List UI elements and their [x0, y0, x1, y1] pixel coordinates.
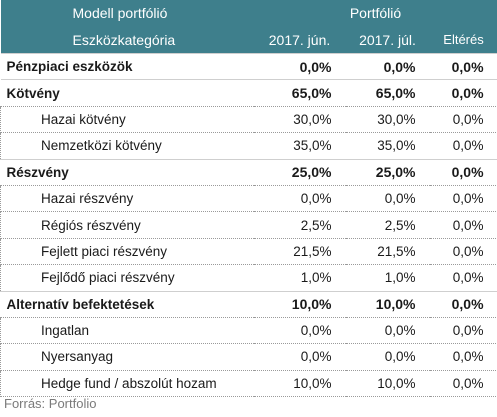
- table-row: Hedge fund / abszolút hozam 10,0% 10,0% …: [0, 370, 497, 398]
- row-diff-value: 0,0%: [429, 370, 497, 398]
- row-june-value: 10,0%: [253, 290, 346, 318]
- row-june-value: 35,0%: [253, 132, 346, 160]
- table-body: Pénzpiaci eszközök 0,0% 0,0% 0,0% Kötvén…: [0, 52, 497, 398]
- table-row: Nyersanyag 0,0% 0,0% 0,0%: [0, 343, 497, 371]
- col-june-heading: 2017. jún.: [253, 26, 346, 54]
- row-diff-value: 0,0%: [429, 343, 497, 371]
- row-july-value: 21,5%: [345, 238, 430, 266]
- row-july-value: 30,0%: [345, 106, 430, 134]
- row-diff-value: 0,0%: [429, 106, 497, 134]
- row-name: Nemzetközi kötvény: [0, 132, 254, 160]
- row-june-value: 1,0%: [253, 264, 346, 292]
- row-diff-value: 0,0%: [429, 52, 497, 81]
- row-june-value: 25,0%: [253, 158, 346, 186]
- row-june-value: 21,5%: [253, 238, 346, 266]
- row-name: Régiós részvény: [0, 211, 254, 239]
- table-row: Pénzpiaci eszközök 0,0% 0,0% 0,0%: [0, 52, 497, 81]
- row-diff-value: 0,0%: [429, 317, 497, 345]
- row-july-value: 10,0%: [345, 370, 430, 398]
- row-july-value: 0,0%: [345, 52, 430, 81]
- row-june-value: 65,0%: [253, 79, 346, 107]
- portfolio-heading: Portfólió: [253, 0, 497, 26]
- row-name: Ingatlan: [0, 317, 254, 345]
- table-row: Fejlődő piaci részvény 1,0% 1,0% 0,0%: [0, 264, 497, 292]
- row-name: Hedge fund / abszolút hozam: [0, 370, 254, 398]
- table-row: Alternatív befektetések 10,0% 10,0% 0,0%: [0, 290, 497, 318]
- row-diff-value: 0,0%: [429, 211, 497, 239]
- row-june-value: 2,5%: [253, 211, 346, 239]
- table-row: Ingatlan 0,0% 0,0% 0,0%: [0, 317, 497, 345]
- row-june-value: 0,0%: [253, 317, 346, 345]
- row-name: Kötvény: [0, 79, 254, 107]
- row-june-value: 0,0%: [253, 52, 346, 81]
- row-july-value: 0,0%: [345, 185, 430, 213]
- row-july-value: 25,0%: [345, 158, 430, 186]
- row-name: Hazai részvény: [0, 185, 254, 213]
- row-name: Hazai kötvény: [0, 106, 254, 134]
- row-july-value: 1,0%: [345, 264, 430, 292]
- category-heading: Eszközkategória: [0, 26, 254, 54]
- source-note: Forrás: Portfolio: [4, 396, 97, 411]
- row-june-value: 0,0%: [253, 343, 346, 371]
- row-july-value: 0,0%: [345, 317, 430, 345]
- row-july-value: 35,0%: [345, 132, 430, 160]
- col-diff-heading: Eltérés: [429, 26, 497, 54]
- row-diff-value: 0,0%: [429, 185, 497, 213]
- row-name: Nyersanyag: [0, 343, 254, 371]
- row-diff-value: 0,0%: [429, 264, 497, 292]
- row-diff-value: 0,0%: [429, 132, 497, 160]
- row-july-value: 65,0%: [345, 79, 430, 107]
- table-row: Hazai részvény 0,0% 0,0% 0,0%: [0, 185, 497, 213]
- table-row: Hazai kötvény 30,0% 30,0% 0,0%: [0, 106, 497, 134]
- table-row: Nemzetközi kötvény 35,0% 35,0% 0,0%: [0, 132, 497, 160]
- row-diff-value: 0,0%: [429, 290, 497, 318]
- row-july-value: 2,5%: [345, 211, 430, 239]
- row-june-value: 10,0%: [253, 370, 346, 398]
- row-diff-value: 0,0%: [429, 158, 497, 186]
- table-row: Kötvény 65,0% 65,0% 0,0%: [0, 79, 497, 107]
- row-name: Részvény: [0, 158, 254, 186]
- row-name: Alternatív befektetések: [0, 290, 254, 318]
- row-diff-value: 0,0%: [429, 238, 497, 266]
- row-diff-value: 0,0%: [429, 79, 497, 107]
- model-portfolio-table: Modell portfólió Portfólió Eszközkategór…: [0, 0, 497, 398]
- table-row: Fejlett piaci részvény 21,5% 21,5% 0,0%: [0, 238, 497, 266]
- model-portfolio-heading: Modell portfólió: [0, 0, 254, 26]
- table-row: Részvény 25,0% 25,0% 0,0%: [0, 158, 497, 186]
- row-july-value: 0,0%: [345, 343, 430, 371]
- row-june-value: 30,0%: [253, 106, 346, 134]
- col-july-heading: 2017. júl.: [345, 26, 430, 54]
- row-june-value: 0,0%: [253, 185, 346, 213]
- row-name: Fejlett piaci részvény: [0, 238, 254, 266]
- table-header: Modell portfólió Portfólió Eszközkategór…: [0, 0, 497, 54]
- row-name: Pénzpiaci eszközök: [0, 52, 254, 81]
- table-row: Régiós részvény 2,5% 2,5% 0,0%: [0, 211, 497, 239]
- row-name: Fejlődő piaci részvény: [0, 264, 254, 292]
- row-july-value: 10,0%: [345, 290, 430, 318]
